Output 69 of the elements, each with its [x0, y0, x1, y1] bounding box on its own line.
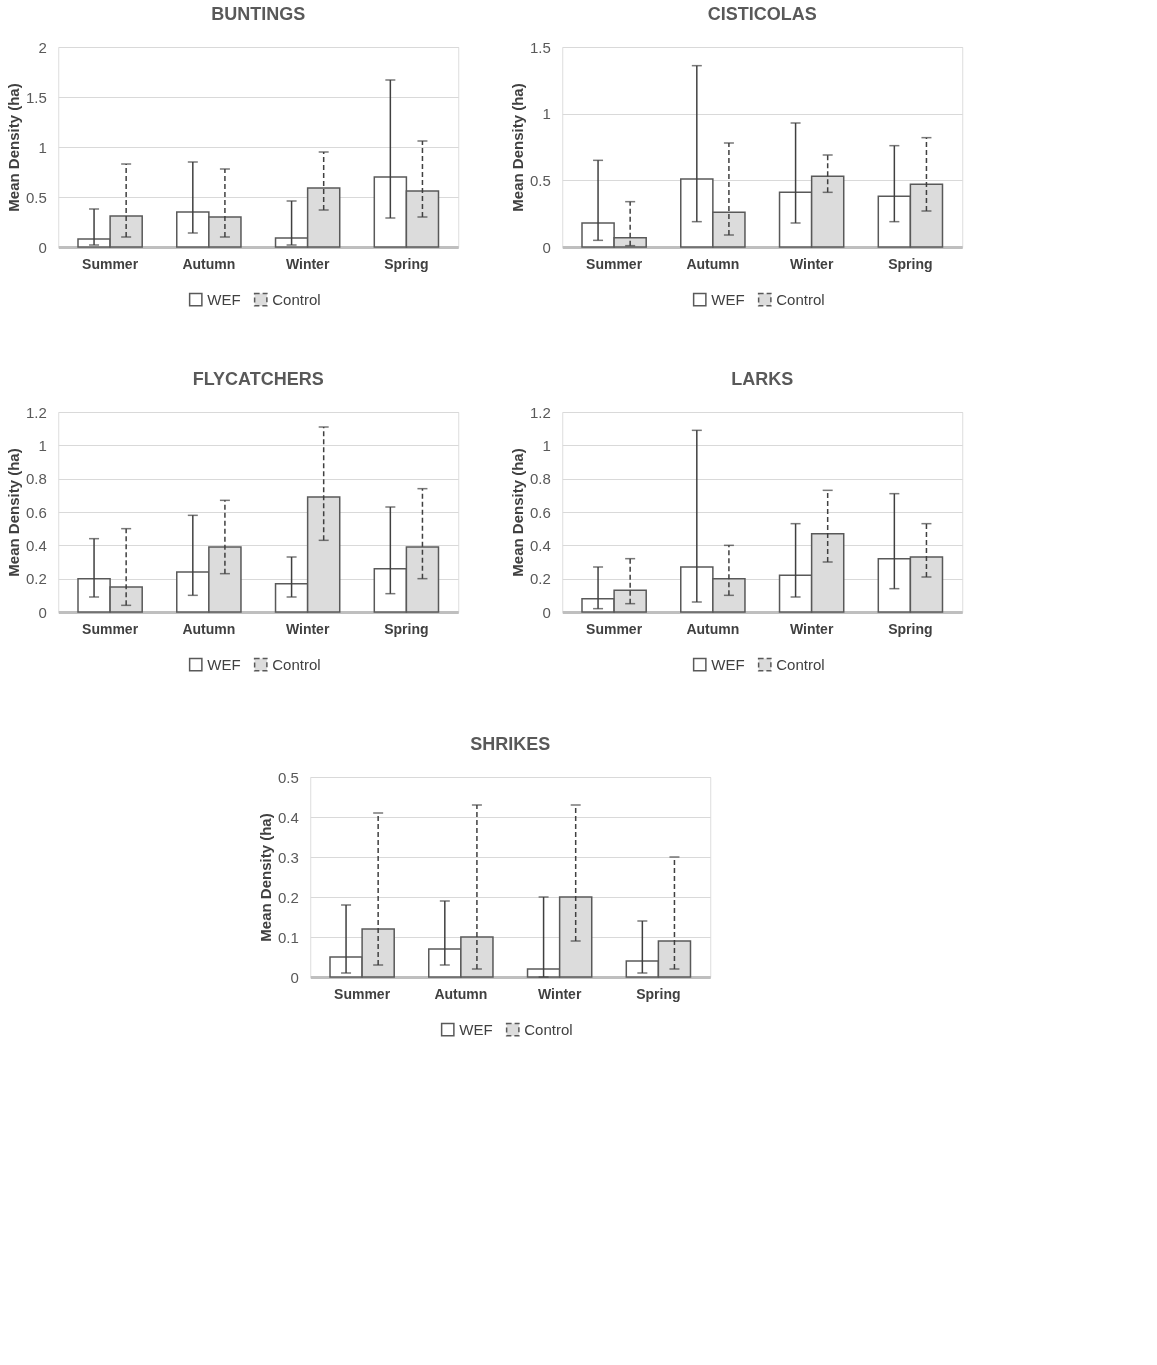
- y-tick-label: 0.2: [25, 570, 47, 588]
- x-tick-label: Winter: [537, 985, 582, 1002]
- y-tick-label: 2: [38, 38, 47, 56]
- legend-label: Control: [272, 290, 321, 308]
- y-tick-label: 0: [542, 603, 551, 621]
- y-tick-label: 0.4: [529, 536, 551, 554]
- x-tick-label: Summer: [586, 255, 643, 272]
- y-tick-label: 0: [38, 603, 47, 621]
- y-tick-label: 1.5: [529, 38, 551, 56]
- x-tick-label: Winter: [789, 620, 834, 637]
- y-tick-label: 1: [542, 105, 551, 123]
- x-tick-label: Spring: [384, 620, 429, 637]
- y-tick-label: 0.5: [25, 188, 47, 206]
- x-tick-label: Autumn: [182, 620, 236, 637]
- y-tick-label: 0.5: [277, 768, 299, 786]
- y-tick-label: 0.2: [277, 888, 299, 906]
- y-tick-label: 0.2: [529, 570, 551, 588]
- legend-label: WEF: [711, 290, 745, 308]
- x-tick-label: Spring: [888, 255, 933, 272]
- legend-label: WEF: [207, 290, 241, 308]
- legend-label: Control: [524, 1020, 573, 1038]
- x-tick-label: Spring: [384, 255, 429, 272]
- legend-label: WEF: [459, 1020, 493, 1038]
- x-tick-label: Autumn: [434, 985, 488, 1002]
- y-tick-label: 1.2: [529, 403, 551, 421]
- chart-title: CISTICOLAS: [707, 4, 817, 24]
- x-tick-label: Autumn: [686, 255, 740, 272]
- legend-label: WEF: [711, 655, 745, 673]
- x-tick-label: Autumn: [182, 255, 236, 272]
- x-tick-label: Winter: [789, 255, 834, 272]
- y-tick-label: 0.6: [25, 503, 47, 521]
- x-tick-label: Winter: [285, 255, 330, 272]
- x-tick-label: Winter: [285, 620, 330, 637]
- y-tick-label: 0: [542, 238, 551, 256]
- y-tick-label: 1: [38, 138, 47, 156]
- legend-label: Control: [776, 655, 825, 673]
- y-tick-label: 1: [542, 436, 551, 454]
- x-tick-label: Autumn: [686, 620, 740, 637]
- legend-label: Control: [776, 290, 825, 308]
- x-tick-label: Summer: [586, 620, 643, 637]
- legend-label: WEF: [207, 655, 241, 673]
- y-tick-label: 0.4: [25, 536, 47, 554]
- y-axis-title: Mean Density (ha): [508, 83, 526, 212]
- x-tick-label: Summer: [82, 620, 139, 637]
- legend-label: Control: [272, 655, 321, 673]
- y-axis-title: Mean Density (ha): [4, 83, 22, 212]
- x-tick-label: Spring: [636, 985, 681, 1002]
- y-tick-label: 0.8: [25, 470, 47, 488]
- chart-title: SHRIKES: [470, 734, 551, 754]
- y-tick-label: 0.3: [277, 848, 299, 866]
- x-tick-label: Spring: [888, 620, 933, 637]
- y-tick-label: 1.2: [25, 403, 47, 421]
- x-tick-label: Summer: [82, 255, 139, 272]
- y-axis-title: Mean Density (ha): [508, 448, 526, 577]
- chart-title: LARKS: [731, 369, 794, 389]
- y-tick-label: 1: [38, 436, 47, 454]
- y-axis-title: Mean Density (ha): [256, 813, 274, 942]
- y-axis-title: Mean Density (ha): [4, 448, 22, 577]
- y-tick-label: 0.8: [529, 470, 551, 488]
- y-tick-label: 0.6: [529, 503, 551, 521]
- y-tick-label: 0.1: [277, 928, 299, 946]
- chart-title: BUNTINGS: [211, 4, 306, 24]
- x-tick-label: Summer: [334, 985, 391, 1002]
- y-tick-label: 1.5: [25, 88, 47, 106]
- y-tick-label: 0: [290, 968, 299, 986]
- y-tick-label: 0.4: [277, 808, 299, 826]
- y-tick-label: 0: [38, 238, 47, 256]
- y-tick-label: 0.5: [529, 171, 551, 189]
- chart-title: FLYCATCHERS: [192, 369, 324, 389]
